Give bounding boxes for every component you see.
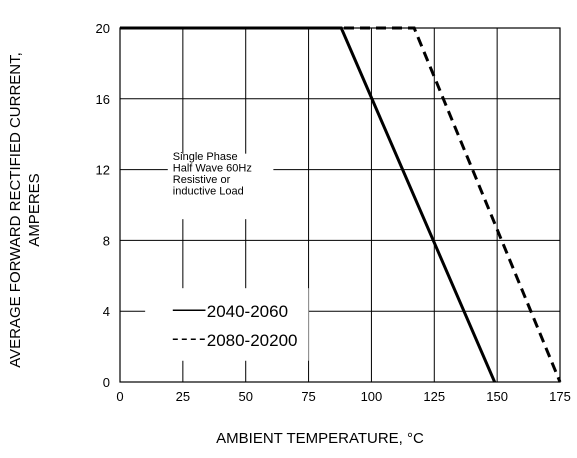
annotation-line: Single Phase (173, 151, 238, 163)
y-tick-label: 12 (96, 163, 110, 178)
annotation-line: Half Wave 60Hz (173, 162, 252, 174)
x-tick-label: 50 (238, 389, 252, 404)
x-tick-label: 150 (486, 389, 508, 404)
y-tick-label: 20 (96, 21, 110, 36)
legend-label-1: 2040-2060 (207, 302, 288, 321)
y-axis-title: AVERAGE FORWARD RECTIFIED CURRENT, AMPERE… (7, 52, 43, 368)
x-tick-label: 100 (361, 389, 383, 404)
x-tick-label: 125 (423, 389, 445, 404)
annotation-line: inductive Load (173, 185, 244, 197)
x-tick-label: 75 (301, 389, 315, 404)
x-tick-label: 175 (549, 389, 571, 404)
x-tick-label: 25 (176, 389, 190, 404)
y-tick-label: 16 (96, 92, 110, 107)
y-axis-title-line: AVERAGE FORWARD RECTIFIED CURRENT, (7, 52, 24, 368)
legend-background (145, 288, 309, 361)
y-tick-label: 0 (103, 375, 110, 390)
plot-border (119, 27, 561, 383)
x-axis-title: AMBIENT TEMPERATURE, °C (216, 430, 424, 447)
tick-labels: 0 25 50 75 100 125 150 175 0 4 8 12 16 20 (96, 21, 571, 404)
annotation-background (167, 153, 274, 220)
legend-label-2: 2080-20200 (207, 331, 298, 350)
y-tick-label: 8 (103, 233, 110, 248)
y-axis-title-line: AMPERES (26, 173, 43, 246)
x-tick-label: 0 (116, 389, 123, 404)
plot-frame (119, 27, 561, 383)
annotation-line: Resistive or (173, 174, 231, 186)
y-tick-label: 4 (103, 304, 110, 319)
legend: 2040-2060 2080-20200 (145, 288, 309, 361)
